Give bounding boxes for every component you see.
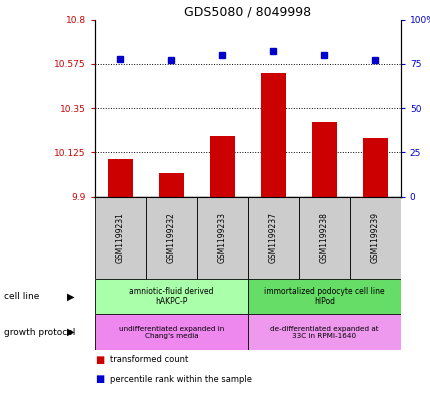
Text: ▶: ▶ — [67, 327, 74, 337]
Text: cell line: cell line — [4, 292, 40, 301]
Text: GSM1199231: GSM1199231 — [116, 212, 125, 263]
Text: amniotic-fluid derived
hAKPC-P: amniotic-fluid derived hAKPC-P — [129, 287, 213, 307]
Bar — [349, 196, 400, 279]
Text: immortalized podocyte cell line
hIPod: immortalized podocyte cell line hIPod — [264, 287, 384, 307]
Text: undifferentiated expanded in
Chang's media: undifferentiated expanded in Chang's med… — [118, 325, 224, 339]
Text: GSM1199233: GSM1199233 — [217, 212, 226, 263]
Bar — [95, 314, 247, 350]
Bar — [298, 196, 349, 279]
Bar — [362, 138, 387, 196]
Text: GSM1199232: GSM1199232 — [166, 212, 175, 263]
Text: percentile rank within the sample: percentile rank within the sample — [110, 375, 251, 384]
Bar — [95, 279, 247, 314]
Text: ■: ■ — [95, 354, 104, 365]
Bar — [247, 279, 400, 314]
Bar — [197, 196, 247, 279]
Text: ▶: ▶ — [67, 292, 74, 302]
Bar — [95, 196, 145, 279]
Text: GSM1199237: GSM1199237 — [268, 212, 277, 263]
Bar — [260, 73, 286, 196]
Text: transformed count: transformed count — [110, 355, 188, 364]
Bar — [311, 122, 336, 196]
Bar — [247, 314, 400, 350]
Bar — [209, 136, 234, 196]
Text: GSM1199239: GSM1199239 — [370, 212, 379, 263]
Bar — [247, 196, 298, 279]
Text: growth protocol: growth protocol — [4, 328, 76, 336]
Text: de-differentiated expanded at
33C in RPMI-1640: de-differentiated expanded at 33C in RPM… — [269, 325, 378, 339]
Bar — [145, 196, 197, 279]
Bar — [158, 173, 184, 196]
Text: ■: ■ — [95, 374, 104, 384]
Bar — [108, 159, 133, 196]
Text: GSM1199238: GSM1199238 — [319, 212, 328, 263]
Title: GDS5080 / 8049998: GDS5080 / 8049998 — [184, 6, 310, 18]
